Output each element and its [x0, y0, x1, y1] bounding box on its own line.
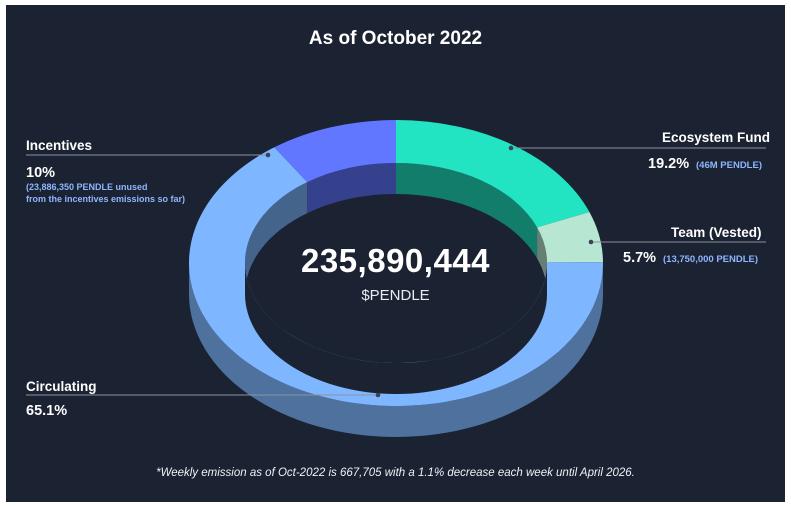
label-team-vested: Team (Vested) — [671, 225, 762, 240]
leader-dot-ecosystem-fund — [508, 145, 514, 151]
footnote: *Weekly emission as of Oct-2022 is 667,7… — [156, 467, 635, 479]
note-incentives-line2: from the incentives emissions so far) — [26, 194, 186, 204]
label-incentives: Incentives — [26, 138, 93, 153]
leader-dot-circulating — [375, 392, 381, 398]
inner-wall-circulating — [245, 182, 308, 294]
center-unit: $PENDLE — [361, 287, 430, 304]
note-incentives-line1: (23,886,350 PENDLE unused — [26, 182, 148, 192]
leader-dot-team-vested — [588, 239, 594, 245]
leader-dot-incentives — [265, 152, 271, 158]
note-team-vested: (13,750,000 PENDLE) — [663, 254, 759, 265]
slice-ecosystem-fund — [396, 120, 590, 228]
inner-wall-ecosystem-fund — [396, 163, 538, 259]
slice-team-vested — [537, 212, 603, 263]
value-team-vested: 5.7% — [623, 250, 657, 266]
value-circulating: 65.1% — [26, 403, 68, 419]
center-total: 235,890,444 — [300, 242, 490, 279]
hole-lower — [245, 263, 547, 394]
note-ecosystem-fund: (46M PENDLE) — [696, 160, 762, 171]
inner-wall-team-vested — [537, 227, 547, 294]
chart-title: As of October 2022 — [308, 28, 483, 49]
inner-wall-incentives — [307, 163, 396, 214]
label-ecosystem-fund: Ecosystem Fund — [662, 130, 771, 145]
slice-incentives — [274, 120, 396, 183]
side-wall-circulating — [189, 263, 603, 437]
label-circulating: Circulating — [26, 379, 97, 394]
value-ecosystem-fund: 19.2% — [648, 156, 690, 172]
value-incentives: 10% — [26, 165, 56, 181]
donut-chart — [26, 120, 766, 437]
chart-panel: As of October 2022 Incentives 10% (23,88… — [6, 5, 785, 502]
